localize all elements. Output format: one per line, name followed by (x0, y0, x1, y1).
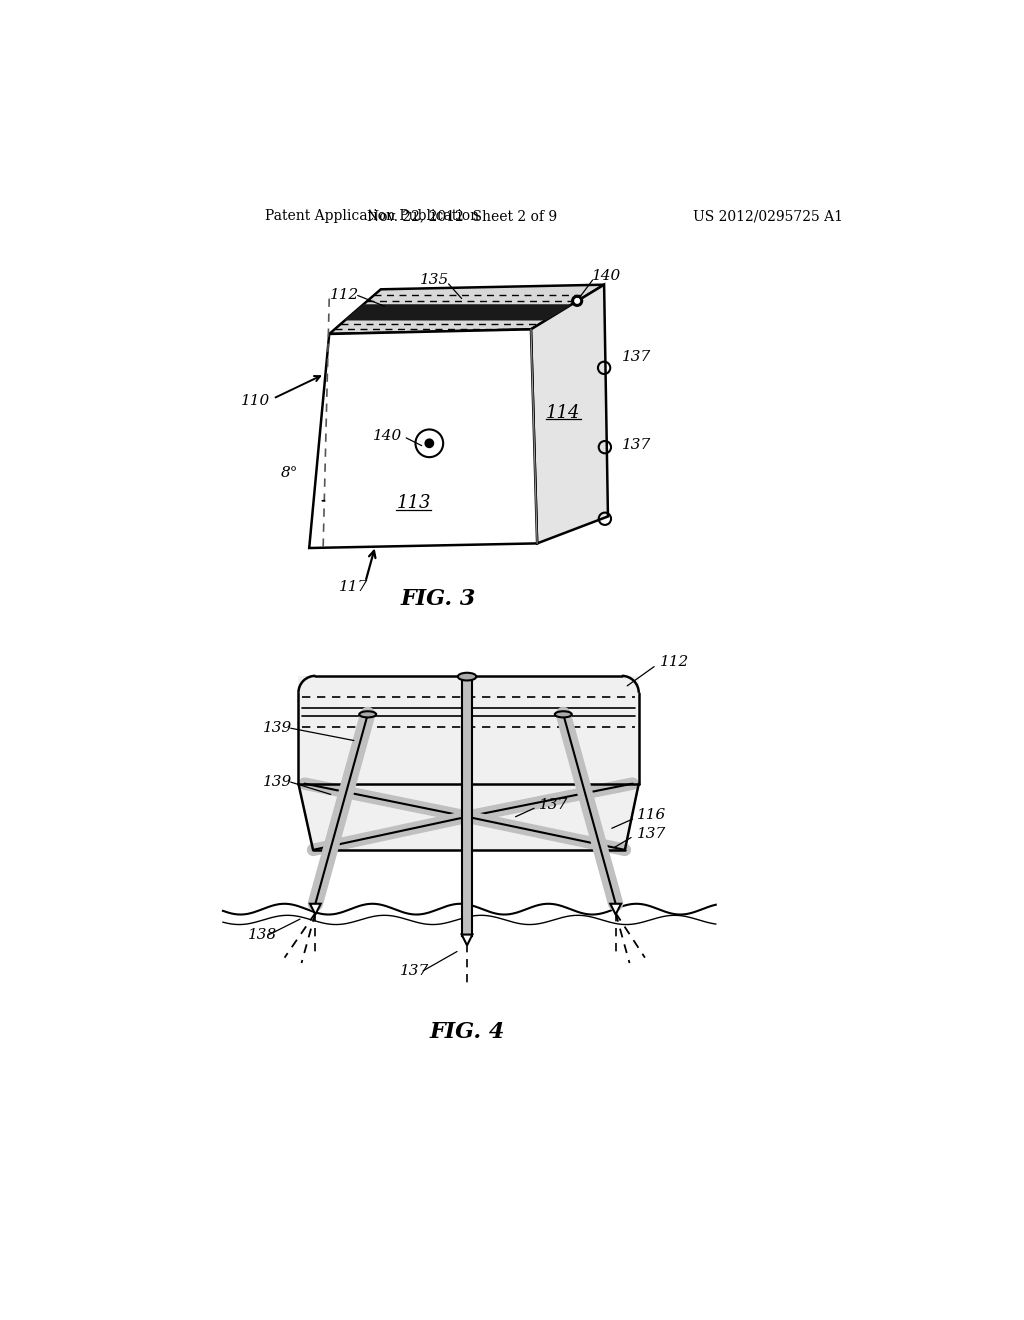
Text: 110: 110 (241, 393, 270, 408)
Polygon shape (330, 285, 604, 334)
Polygon shape (462, 935, 472, 945)
Text: 137: 137 (622, 438, 651, 451)
Circle shape (425, 440, 433, 447)
Text: 117: 117 (339, 579, 369, 594)
Text: Patent Application Publication: Patent Application Publication (265, 209, 479, 223)
Polygon shape (309, 330, 538, 548)
Polygon shape (310, 904, 321, 915)
Circle shape (574, 298, 580, 304)
Text: 116: 116 (637, 808, 667, 822)
Ellipse shape (458, 673, 476, 681)
Text: 137: 137 (539, 799, 568, 812)
Text: 138: 138 (248, 928, 276, 941)
Text: Nov. 22, 2012  Sheet 2 of 9: Nov. 22, 2012 Sheet 2 of 9 (367, 209, 557, 223)
Text: 137: 137 (622, 350, 651, 364)
Text: 135: 135 (420, 273, 450, 286)
Polygon shape (298, 676, 639, 784)
Text: 112: 112 (660, 655, 689, 669)
Polygon shape (298, 784, 639, 850)
Text: FIG. 3: FIG. 3 (400, 587, 476, 610)
Text: 8°: 8° (282, 466, 299, 479)
Text: 140: 140 (592, 269, 621, 284)
Text: 137: 137 (400, 964, 429, 978)
Circle shape (571, 296, 583, 306)
Ellipse shape (359, 711, 376, 718)
Text: FIG. 4: FIG. 4 (429, 1022, 505, 1043)
Text: 139: 139 (263, 721, 292, 735)
Text: 114: 114 (546, 404, 581, 421)
Text: 137: 137 (637, 828, 667, 841)
Polygon shape (345, 305, 571, 321)
Polygon shape (463, 677, 472, 936)
Text: US 2012/0295725 A1: US 2012/0295725 A1 (692, 209, 843, 223)
Text: 112: 112 (330, 289, 359, 302)
Text: 140: 140 (373, 429, 402, 442)
Ellipse shape (555, 711, 571, 718)
Text: 113: 113 (396, 495, 431, 512)
Polygon shape (531, 285, 608, 544)
Polygon shape (610, 904, 621, 915)
Text: 139: 139 (263, 775, 292, 789)
